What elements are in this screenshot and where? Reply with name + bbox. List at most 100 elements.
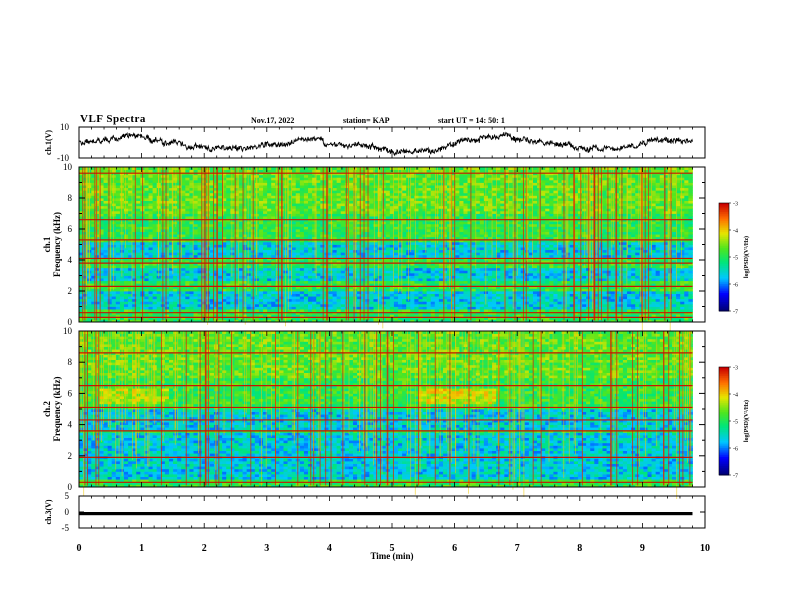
spectrogram-cell: [136, 234, 141, 238]
spectrogram-cell: [152, 239, 158, 243]
spectrogram-cell: [344, 236, 350, 240]
spectrogram-cell: [226, 177, 231, 181]
spectrogram-cell: [173, 270, 178, 274]
spectrogram-cell: [181, 285, 186, 289]
spectrogram-cell: [185, 260, 190, 263]
spectrogram-cell: [148, 205, 154, 209]
spectrogram-cell: [136, 285, 141, 289]
spectrogram-cell: [242, 280, 248, 284]
spectrogram-cell: [209, 247, 215, 251]
spectrogram-cell: [213, 234, 219, 238]
spectrogram-cell: [209, 234, 215, 238]
spectrogram-cell: [99, 244, 104, 248]
spectrogram-cell: [328, 185, 333, 189]
spectrogram-cell: [328, 306, 333, 310]
spectrogram-cell: [312, 234, 317, 238]
spectrogram-cell: [275, 190, 280, 194]
spectrogram-cell: [332, 265, 338, 269]
spectrogram-cell: [95, 241, 100, 245]
spectrogram-cell: [103, 301, 109, 305]
spectrogram-cell: [234, 177, 239, 181]
spectrogram-cell: [246, 195, 252, 199]
spectrogram-cell: [295, 293, 301, 297]
spectrogram-cell: [144, 223, 149, 227]
spectrogram-cell: [218, 177, 223, 181]
spectrogram-cell: [393, 236, 399, 240]
spectrogram-cell: [218, 272, 223, 276]
spectrogram-cell: [369, 198, 374, 201]
spectrogram-cell: [185, 278, 190, 282]
spectrogram-cell: [332, 223, 338, 227]
spectrogram-cell: [128, 280, 133, 284]
spectrogram-cell: [295, 316, 301, 320]
spectrogram-cell: [107, 244, 113, 248]
spectrogram-cell: [103, 213, 109, 217]
spectrogram-cell: [164, 179, 170, 183]
spectrogram-cell: [128, 252, 133, 256]
spectrogram-cell: [132, 187, 137, 191]
spectrogram-cell: [344, 275, 350, 279]
spectrogram-cell: [308, 278, 313, 282]
spectrogram-cell: [242, 316, 248, 320]
spectrogram-cell: [393, 293, 399, 297]
spectrogram-cell: [398, 301, 403, 305]
spectrogram-cell: [238, 229, 243, 232]
spectrogram-cell: [181, 210, 186, 214]
spectrogram-cell: [87, 309, 92, 313]
spectrogram-cell: [189, 179, 194, 183]
spectrogram-cell: [185, 223, 190, 227]
spectrogram-cell: [271, 244, 276, 248]
spectrogram-cell: [393, 254, 399, 258]
spectrogram-cell: [103, 260, 109, 263]
spectrogram-cell: [209, 306, 215, 310]
spectrogram-cell: [144, 288, 149, 292]
spectrogram-cell: [136, 309, 141, 313]
spectrogram-cell: [197, 306, 203, 310]
spectrogram-cell: [295, 187, 301, 191]
spectrogram-cell: [181, 267, 186, 271]
spectrogram-cell: [406, 309, 411, 313]
spectrogram-cell: [312, 203, 317, 207]
spectrogram-cell: [303, 275, 309, 279]
spectrogram-cell: [312, 236, 317, 240]
spectrogram-cell: [128, 213, 133, 217]
spectrogram-cell: [144, 187, 149, 191]
spectrogram-cell: [136, 226, 141, 230]
spectrogram-cell: [263, 265, 268, 269]
spectrogram-cell: [173, 249, 178, 253]
spectrogram-cell: [181, 234, 186, 238]
spectrogram-cell: [115, 179, 121, 183]
spectrogram-cell: [369, 239, 374, 243]
spectrogram-cell: [242, 229, 248, 232]
spectrogram-cell: [144, 314, 149, 318]
spectrogram-cell: [242, 177, 248, 181]
spectrogram-cell: [91, 179, 96, 183]
spectrogram-cell: [389, 221, 395, 225]
spectrogram-cell: [148, 309, 154, 313]
spectrogram-cell: [389, 192, 395, 196]
spectrogram-cell: [402, 192, 407, 196]
spectrogram-cell: [291, 314, 297, 318]
spectrogram-cell: [393, 249, 399, 253]
spectrogram-cell: [189, 185, 194, 189]
spectrogram-cell: [168, 319, 174, 323]
spectrogram-cell: [173, 198, 178, 201]
spectrogram-cell: [369, 192, 374, 196]
spectrogram-cell: [369, 231, 374, 235]
spectrogram-cell: [336, 303, 342, 307]
spectrogram-cell: [263, 254, 268, 258]
spectrogram-cell: [234, 285, 239, 289]
spectrogram-cell: [152, 190, 158, 194]
spectrogram-cell: [312, 200, 317, 204]
spectrogram-cell: [361, 239, 366, 243]
spectrogram-cell: [348, 190, 354, 194]
spectrogram-cell: [340, 270, 346, 274]
spectrogram-cell: [271, 285, 276, 289]
spectrogram-cell: [91, 208, 96, 212]
spectrogram-cell: [99, 303, 104, 307]
spectrogram-cell: [258, 210, 264, 214]
spectrogram-cell: [87, 306, 92, 310]
spectrogram-cell: [226, 229, 231, 232]
spectrogram-cell: [357, 208, 362, 212]
spectrogram-cell: [115, 169, 121, 173]
